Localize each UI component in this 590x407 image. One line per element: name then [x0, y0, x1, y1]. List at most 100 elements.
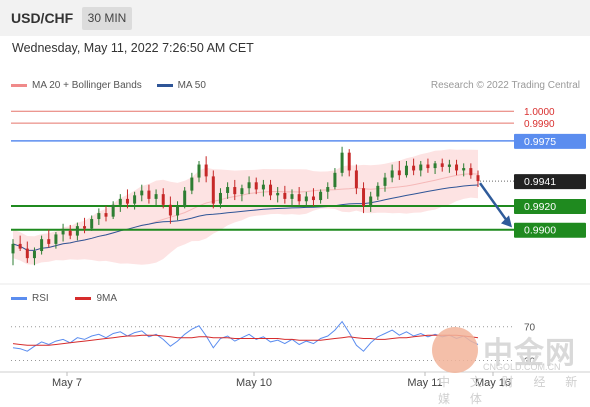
- candle-body: [254, 182, 258, 190]
- candle-body: [25, 248, 29, 259]
- candle-body: [111, 204, 115, 217]
- candle-body: [183, 190, 187, 206]
- candle-body: [362, 188, 366, 206]
- resistance-label: 1.0000: [524, 107, 555, 118]
- x-tick-label: May 7: [52, 377, 82, 389]
- candle-body: [426, 164, 430, 169]
- watermark: 中金网 CNGOLD.COM.CN 中 文 财 经 新 媒 体: [432, 326, 587, 406]
- candle-body: [176, 205, 180, 216]
- candle-body: [376, 185, 380, 197]
- candle-body: [404, 165, 408, 176]
- watermark-name: 中金网: [483, 336, 576, 371]
- candle-body: [390, 170, 394, 178]
- candle-body: [433, 163, 437, 169]
- candle-body: [369, 196, 373, 206]
- legend-bollinger-label: MA 20 + Bollinger Bands: [32, 80, 142, 91]
- candle-body: [347, 152, 351, 171]
- x-tick-label: May 10: [236, 377, 272, 389]
- legend-bollinger-swatch: [11, 83, 27, 87]
- candle-body: [140, 190, 144, 196]
- legend-rsi-swatch: [11, 296, 27, 300]
- legend-bollinger: MA 20 + Bollinger Bands: [11, 80, 142, 91]
- candle-body: [197, 164, 201, 178]
- candle-body: [83, 226, 87, 229]
- x-tick-label: May 16: [475, 377, 511, 389]
- candle-body: [311, 196, 315, 201]
- rsi-level-label: 70: [524, 323, 536, 334]
- candle-body: [147, 190, 151, 199]
- candle-body: [340, 152, 344, 173]
- candle-body: [32, 251, 36, 259]
- resistance-label: 0.9990: [524, 119, 555, 130]
- forecast-arrowhead-icon: [501, 215, 512, 228]
- candle-body: [47, 239, 51, 244]
- candle-body: [240, 188, 244, 195]
- support-tag: [514, 222, 586, 238]
- support-tag: [514, 198, 586, 214]
- candle-body: [455, 164, 459, 171]
- candle-body: [211, 176, 215, 204]
- x-tick-label: May 11: [407, 377, 442, 389]
- candle-body: [469, 168, 473, 176]
- candle-body: [97, 213, 101, 220]
- candle-body: [154, 194, 158, 199]
- candle-body: [261, 184, 265, 190]
- candle-body: [354, 170, 358, 189]
- candle-body: [168, 204, 172, 216]
- candle-body: [383, 177, 387, 186]
- last-price-tag: [514, 174, 586, 190]
- candle-body: [75, 226, 79, 236]
- support-label: 0.9900: [524, 225, 556, 237]
- legend-rsi: RSI: [11, 293, 49, 304]
- candle-body: [269, 184, 273, 196]
- pivot-tag: [514, 133, 586, 149]
- watermark-logo-icon: [432, 327, 478, 373]
- candle-body: [218, 192, 222, 204]
- candle-body: [476, 175, 480, 182]
- rsi-line: [12, 320, 479, 352]
- symbol-title: USD/CHF: [11, 10, 74, 26]
- candle-body: [462, 168, 466, 171]
- timeframe-button[interactable]: 30 MIN: [82, 7, 132, 30]
- candle-body: [68, 230, 72, 236]
- candle-body: [11, 243, 15, 254]
- candle-body: [161, 194, 165, 205]
- rsi-legend: RSI 9MA: [11, 293, 117, 304]
- chart-datetime: Wednesday, May 11, 2022 7:26:50 AM CET: [12, 41, 254, 55]
- candle-body: [304, 196, 308, 202]
- candle-body: [326, 187, 330, 192]
- forecast-arrow-line: [478, 182, 510, 224]
- candle-body: [412, 165, 416, 171]
- rsi-level-label: 30: [524, 357, 536, 368]
- candle-body: [54, 234, 58, 244]
- candle-body: [61, 230, 65, 235]
- candle-body: [283, 192, 287, 199]
- candle-body: [204, 164, 208, 177]
- candle-body: [40, 239, 44, 252]
- candle-body: [226, 187, 230, 193]
- candle-body: [118, 198, 122, 205]
- candle-body: [297, 194, 301, 202]
- candle-body: [419, 164, 423, 171]
- ma50-line: [12, 184, 479, 251]
- candle-body: [104, 213, 108, 217]
- legend-ma50-label: MA 50: [177, 80, 206, 91]
- candle-body: [440, 163, 444, 167]
- candle-body: [18, 243, 22, 249]
- legend-rsi-label: RSI: [32, 293, 49, 304]
- candle-body: [90, 219, 94, 229]
- watermark-tagline: 中 文 财 经 新 媒 体: [438, 375, 586, 406]
- header-bar: USD/CHF 30 MIN: [0, 0, 590, 36]
- legend-9ma: 9MA: [75, 293, 117, 304]
- candle-body: [397, 170, 401, 176]
- legend-9ma-label: 9MA: [96, 293, 118, 304]
- legend-9ma-swatch: [75, 296, 92, 300]
- rsi-9ma-line: [12, 334, 479, 346]
- candle-body: [125, 198, 129, 204]
- watermark-url: CNGOLD.COM.CN: [483, 362, 561, 372]
- last-price-label: 0.9941: [524, 176, 556, 188]
- candle-body: [247, 182, 251, 189]
- main-legend: MA 20 + Bollinger Bands MA 50: [11, 80, 206, 91]
- credit-text: Research © 2022 Trading Central: [430, 80, 580, 91]
